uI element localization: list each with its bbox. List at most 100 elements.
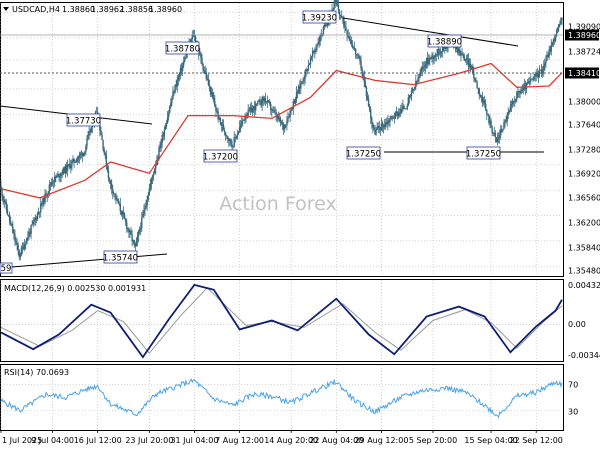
candle-body: [212, 92, 214, 98]
price-tick: 1.38000: [568, 98, 600, 107]
candle-body: [372, 122, 374, 128]
candle-body: [164, 126, 167, 130]
candle-body: [323, 24, 326, 27]
candle-body: [481, 97, 484, 102]
candle-body: [526, 82, 529, 84]
candle-body: [391, 116, 393, 118]
candle-body: [253, 106, 256, 111]
candle-body: [231, 144, 233, 147]
candle-body: [426, 57, 429, 64]
candle-body: [320, 35, 322, 37]
svg-text:1.37730: 1.37730: [66, 117, 101, 127]
candle-body: [199, 53, 201, 55]
candle-body: [561, 18, 563, 20]
candle-body: [263, 97, 266, 101]
price-grid: [0, 3, 562, 276]
candle-body: [58, 174, 60, 178]
candle-body: [484, 104, 487, 110]
candle-body: [163, 129, 166, 137]
candle-body: [146, 199, 148, 206]
candle-body: [523, 84, 526, 87]
open-value: 1.38860: [62, 5, 95, 14]
candle-body: [363, 76, 365, 82]
candle-body: [455, 47, 458, 49]
candle-body: [31, 224, 33, 226]
candle-body: [103, 149, 105, 153]
candle-body: [15, 241, 17, 244]
candle-body: [306, 69, 308, 71]
candle-body: [338, 10, 341, 15]
candle-body: [127, 228, 129, 230]
candle-body: [397, 112, 400, 116]
candle-body: [89, 131, 91, 133]
candle-body: [351, 44, 354, 48]
candle-body: [319, 35, 321, 42]
candle-body: [49, 184, 52, 186]
watermark: Action Forex: [219, 193, 336, 215]
candle-body: [114, 193, 116, 195]
candle-body: [552, 39, 555, 43]
candle-body: [19, 255, 22, 258]
candle-body: [492, 132, 494, 134]
candle-body: [393, 117, 396, 119]
candle-body: [299, 86, 301, 89]
candle-body: [7, 214, 10, 216]
candle-body: [411, 88, 414, 91]
candle-body: [414, 87, 416, 89]
candle-body: [310, 56, 313, 58]
candle-body: [225, 135, 228, 137]
candle-body: [214, 101, 216, 107]
candle-body: [138, 229, 141, 232]
candle-body: [110, 183, 113, 189]
price-axis: 1.39090 1.38724 1.38000 1.37640 1.37280 …: [565, 23, 600, 276]
candle-body: [534, 73, 536, 77]
candle-body: [38, 212, 41, 213]
candle-body: [73, 158, 75, 163]
candle-body: [445, 46, 447, 49]
candle-body: [440, 51, 443, 53]
candle-body: [250, 107, 253, 113]
candle-body: [539, 69, 542, 71]
price-tick: 1.35480: [568, 267, 600, 276]
candle-body: [551, 42, 554, 46]
candle-body: [412, 88, 415, 90]
candle-body: [365, 87, 368, 97]
candle-body: [147, 195, 149, 200]
candle-body: [72, 158, 74, 162]
candle-body: [478, 88, 480, 95]
candle-body: [296, 92, 299, 94]
trendline-upper-right: [342, 17, 519, 47]
candle-body: [6, 209, 9, 215]
candle-body: [37, 212, 40, 214]
candle-body: [62, 167, 65, 175]
candle-body: [160, 142, 162, 149]
candle-body: [546, 54, 548, 61]
candle-body: [350, 40, 353, 45]
candle-body: [223, 130, 226, 133]
candle-body: [535, 73, 537, 77]
candle-body: [423, 66, 426, 68]
candle-body: [249, 107, 252, 111]
candle-body: [461, 53, 463, 55]
x-tick-label: 7 Aug 12:00: [215, 436, 264, 445]
candle-body: [183, 61, 185, 65]
candle-body: [14, 234, 16, 242]
candle-body: [131, 234, 133, 242]
svg-text:1.37200: 1.37200: [203, 153, 238, 163]
price-panel: Action Forex 1.39230 1.38890 1.38780: [0, 0, 564, 277]
candle-body: [29, 232, 31, 234]
candle-body: [171, 99, 173, 104]
candle-body: [430, 57, 432, 60]
current-price-tag: 1.38960: [565, 29, 600, 41]
macd-tick: 0.004327: [568, 281, 600, 290]
candle-body: [345, 27, 347, 31]
candle-body: [278, 118, 281, 120]
candle-body: [237, 131, 240, 135]
candle-body: [243, 120, 245, 122]
candle-body: [157, 157, 159, 160]
candle-body: [464, 60, 466, 62]
candle-body: [209, 86, 212, 95]
candle-body: [266, 100, 269, 102]
candle-body: [44, 193, 46, 203]
candle-body: [424, 64, 427, 68]
